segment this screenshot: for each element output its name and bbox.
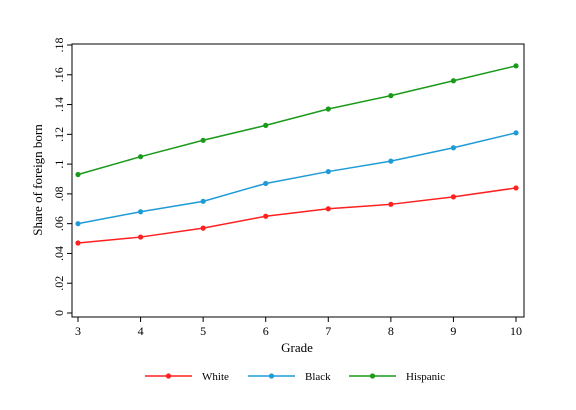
x-axis-title: Grade: [281, 340, 313, 355]
x-axis: 3 4 5 6 7 8 9 10: [75, 317, 522, 338]
data-point-white: [513, 185, 519, 191]
series-line-black: [77, 132, 517, 225]
y-tick-label: .14: [52, 97, 66, 112]
legend-label-white: White: [202, 371, 229, 383]
data-point-white: [450, 194, 457, 200]
data-point-white: [388, 201, 394, 207]
data-point-black: [450, 145, 457, 151]
plot-frame: [71, 43, 525, 318]
data-point-black: [75, 221, 81, 227]
data-point-black: [388, 158, 394, 164]
x-tick-label: 9: [450, 324, 456, 338]
series-layer: [75, 63, 519, 246]
data-point-black: [513, 130, 519, 136]
data-point-black: [325, 168, 331, 175]
data-point-black: [200, 198, 206, 204]
y-tick-label: .1: [52, 160, 66, 169]
x-tick-label: 7: [325, 324, 331, 338]
y-tick-label: .16: [52, 67, 66, 82]
legend-marker-black: [268, 373, 275, 379]
data-point-white: [263, 213, 269, 219]
data-point-white: [325, 206, 331, 212]
legend: White Black Hispanic: [145, 371, 445, 383]
x-tick-label: 6: [263, 324, 269, 338]
data-point-hispanic: [513, 63, 519, 69]
legend-marker-hispanic: [369, 373, 376, 379]
x-tick-label: 3: [75, 324, 81, 338]
series-line-hispanic: [77, 65, 517, 176]
data-point-black: [263, 180, 269, 187]
legend-label-hispanic: Hispanic: [406, 371, 445, 383]
data-point-hispanic: [388, 93, 394, 99]
y-tick-label: .18: [52, 38, 66, 53]
y-tick-label: 0: [52, 310, 66, 316]
y-tick-label: .08: [52, 186, 66, 201]
data-point-white: [200, 225, 206, 231]
y-tick-label: .04: [52, 246, 66, 261]
y-tick-label: .06: [52, 216, 66, 231]
series-line-white: [77, 187, 517, 244]
x-tick-label: 5: [200, 324, 206, 338]
data-point-white: [137, 234, 144, 240]
y-axis: 0 .02 .04 .06 .08 .1 .12 .14 .16 .18: [52, 38, 72, 316]
x-tick-label: 8: [388, 324, 394, 338]
y-axis-title: Share of foreign born: [30, 124, 45, 236]
data-point-hispanic: [200, 137, 206, 143]
legend-label-black: Black: [305, 371, 331, 383]
data-point-hispanic: [137, 154, 144, 160]
data-point-hispanic: [450, 78, 457, 84]
x-tick-label: 10: [510, 324, 522, 338]
data-point-hispanic: [325, 106, 331, 112]
data-point-white: [75, 240, 81, 246]
data-point-hispanic: [75, 171, 81, 178]
legend-marker-white: [165, 373, 172, 379]
x-tick-label: 4: [138, 324, 144, 338]
data-point-hispanic: [263, 122, 269, 128]
y-tick-label: .02: [52, 276, 66, 291]
data-point-black: [137, 209, 144, 215]
y-tick-label: .12: [52, 127, 66, 142]
